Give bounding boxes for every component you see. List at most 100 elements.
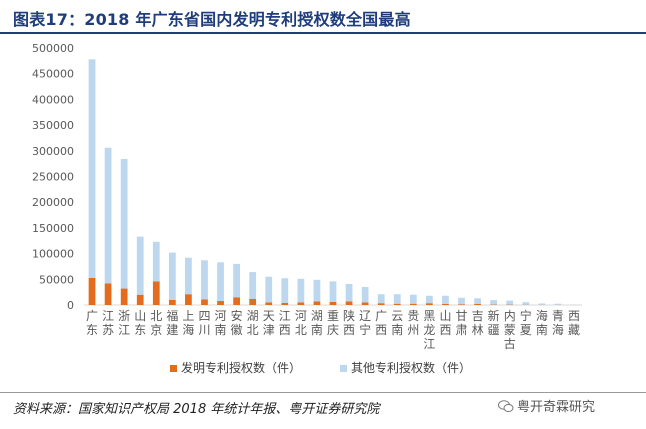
x-tick-label: 辽宁 [359,309,371,337]
bar-other [538,303,546,305]
y-tick-label: 150000 [32,222,74,235]
bar-invention [474,303,481,305]
legend-swatch-invention [170,365,177,372]
bar-other [136,236,144,295]
x-tick-label: 江苏 [102,309,114,337]
bar-invention [313,301,321,305]
x-tick-label: 上海 [182,309,194,337]
bar-invention [88,277,96,305]
bar-other [281,278,289,303]
y-tick-label: 250000 [32,171,74,184]
bar-chart: 0 50000 100000 150000 200000 250000 300000 3500… [32,42,582,375]
bar-invention [281,302,289,305]
bar-other [217,262,224,301]
bar-invention [458,304,465,305]
bar-other [265,276,273,303]
x-tick-label: 西藏 [568,309,580,337]
bar-layer [88,59,578,305]
bar-other [442,295,449,304]
x-tick-label: 湖南 [311,308,323,337]
x-tick-label: 江西 [279,309,291,337]
bar-other [377,294,385,304]
bar-other [168,252,176,300]
y-tick-label: 0 [67,299,74,312]
x-tick-label: 福建 [166,308,178,337]
legend: 发明专利授权数（件） 其他专利授权数（件） [170,360,471,375]
bar-other [152,241,160,282]
x-tick-label: 新疆 [488,308,500,337]
bar-other [313,279,321,302]
bar-other [329,281,337,302]
x-tick-label: 内蒙古 [504,309,516,351]
bar-other [554,303,562,305]
bar-other [88,59,96,278]
bar-invention [201,299,208,305]
bar-invention [185,294,192,305]
axis-layer: 0 50000 100000 150000 200000 250000 300000 3500… [32,42,582,312]
bar-invention [152,281,160,305]
y-tick-label: 450000 [32,68,74,81]
bar-other [185,257,192,295]
bar-other [104,147,112,284]
bar-invention [233,297,240,305]
wechat-icon [498,400,514,413]
bar-other [458,297,465,305]
bar-invention [104,283,112,305]
bar-other [361,287,369,303]
bar-other [409,294,417,304]
x-tick-label: 河南 [215,309,227,337]
bar-invention [136,294,144,305]
bar-invention [442,303,449,305]
x-tick-label: 青海 [552,309,564,337]
y-tick-label: 500000 [32,42,74,55]
bar-invention [409,303,417,305]
x-tick-label: 天津 [263,309,275,337]
y-tick-label: 350000 [32,119,74,132]
x-tick-label: 吉林 [472,309,484,337]
bar-other [474,298,481,304]
x-tick-label: 甘肃 [456,309,468,337]
x-tick-label: 山西 [439,309,451,337]
legend-swatch-other [340,365,347,372]
category-label-layer: 广东江苏浙江山东北京福建上海四川河南安徽湖北天津江西河北湖南重庆陕西辽宁广西云南… [86,308,580,351]
bar-invention [345,301,353,305]
bar-other [522,302,530,305]
x-tick-label: 四川 [198,309,210,337]
bar-other [490,300,498,305]
bar-invention [377,303,385,305]
chart-title: 图表17：2018 年广东省国内发明专利授权数全国最高 [13,10,411,29]
bar-other [506,300,514,305]
bar-invention [329,301,337,305]
bar-other [297,278,305,303]
y-tick-label: 300000 [32,145,74,158]
watermark: 粤开奇霖研究 [498,396,595,415]
legend-label-invention: 发明专利授权数（件） [181,360,301,375]
bar-invention [393,303,401,305]
x-tick-label: 贵州 [407,309,419,337]
legend-label-other: 其他专利授权数（件） [351,360,471,375]
bar-other [393,294,401,304]
x-tick-label: 浙江 [118,309,130,337]
watermark-text: 粤开奇霖研究 [517,400,596,415]
x-tick-label: 云南 [391,309,403,337]
bar-other [233,263,240,298]
bar-invention [361,302,369,305]
bar-invention [297,302,305,305]
bar-invention [426,303,433,305]
x-tick-label: 海南 [536,308,548,337]
title-divider [0,32,646,34]
bar-invention [217,300,224,305]
x-tick-label: 黑龙江 [423,309,435,351]
y-tick-label: 400000 [32,93,74,106]
bar-invention [265,302,273,305]
x-tick-label: 安徽 [231,308,243,337]
x-tick-label: 广东 [86,309,98,337]
bar-other [201,260,208,300]
x-tick-label: 广西 [375,309,387,337]
y-tick-label: 100000 [32,248,74,261]
bar-invention [249,298,257,305]
bar-other [120,159,128,289]
x-tick-label: 重庆 [327,309,339,337]
x-tick-label: 陕西 [343,308,355,337]
bar-invention [168,299,176,305]
